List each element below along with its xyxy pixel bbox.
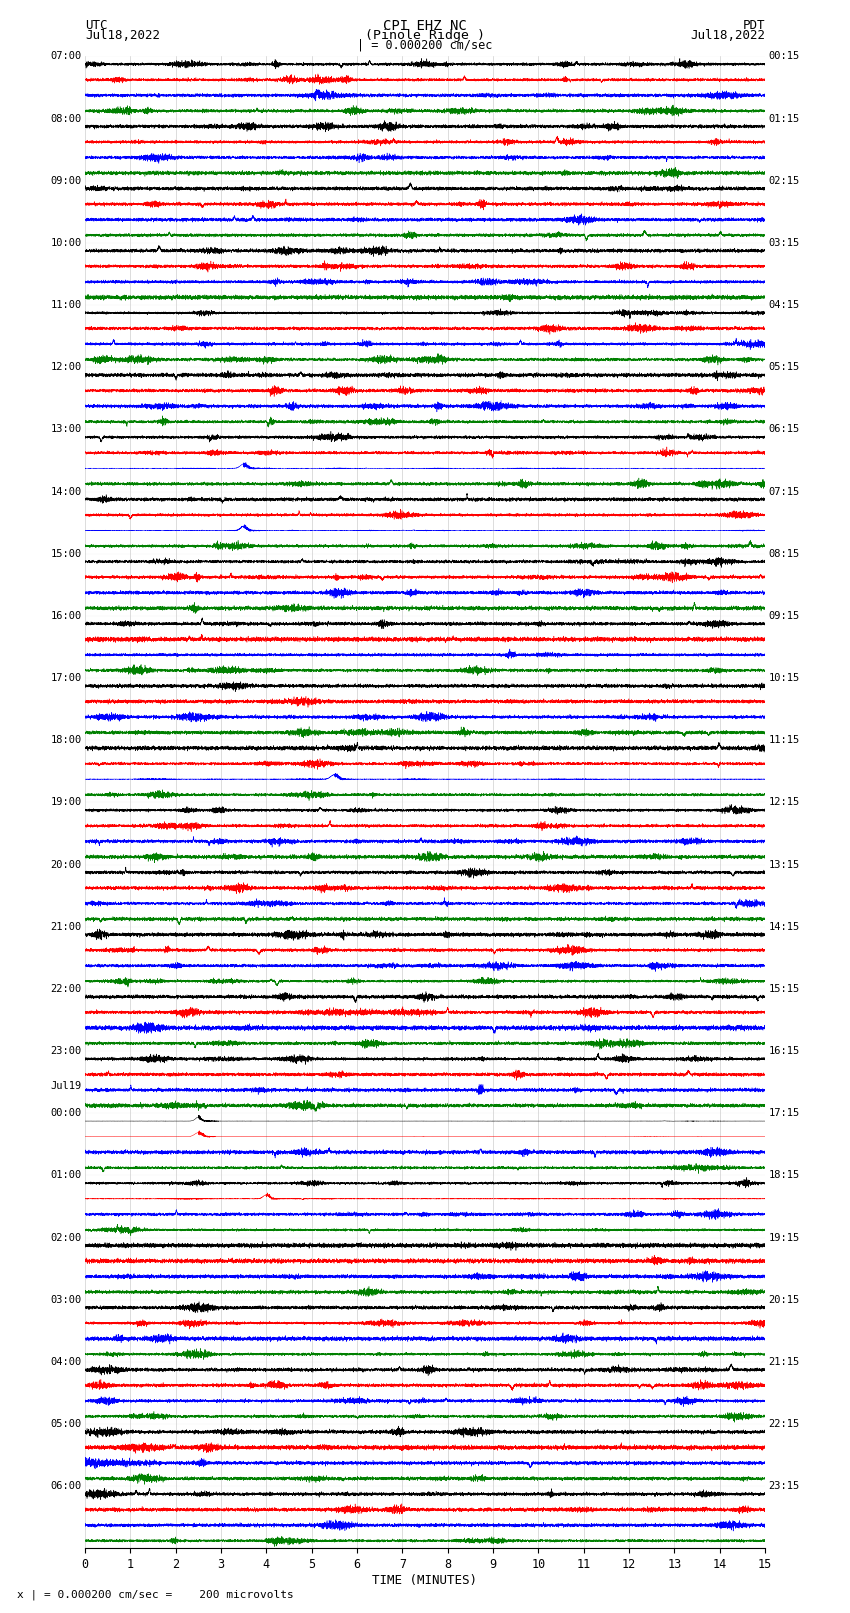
Text: x | = 0.000200 cm/sec =    200 microvolts: x | = 0.000200 cm/sec = 200 microvolts [17,1589,294,1600]
Text: 06:00: 06:00 [50,1481,82,1492]
Text: 19:00: 19:00 [50,797,82,808]
Text: PDT: PDT [743,19,765,32]
Text: 00:15: 00:15 [768,52,800,61]
Text: 08:00: 08:00 [50,113,82,124]
Text: 11:00: 11:00 [50,300,82,310]
Text: 03:15: 03:15 [768,239,800,248]
Text: 23:00: 23:00 [50,1047,82,1057]
Text: 17:15: 17:15 [768,1108,800,1118]
Text: 20:15: 20:15 [768,1295,800,1305]
Text: CPI EHZ NC: CPI EHZ NC [383,19,467,34]
Text: 12:15: 12:15 [768,797,800,808]
Text: 18:00: 18:00 [50,736,82,745]
Text: | = 0.000200 cm/sec: | = 0.000200 cm/sec [357,39,493,52]
Text: 16:00: 16:00 [50,611,82,621]
Text: 21:15: 21:15 [768,1357,800,1366]
Text: 05:00: 05:00 [50,1419,82,1429]
Text: 19:15: 19:15 [768,1232,800,1242]
Text: 14:00: 14:00 [50,487,82,497]
Text: 18:15: 18:15 [768,1171,800,1181]
Text: 09:00: 09:00 [50,176,82,185]
Text: 22:00: 22:00 [50,984,82,994]
Text: 09:15: 09:15 [768,611,800,621]
Text: 16:15: 16:15 [768,1047,800,1057]
Text: 06:15: 06:15 [768,424,800,434]
Text: 10:00: 10:00 [50,239,82,248]
Text: 22:15: 22:15 [768,1419,800,1429]
Text: UTC: UTC [85,19,107,32]
X-axis label: TIME (MINUTES): TIME (MINUTES) [372,1574,478,1587]
Text: 01:15: 01:15 [768,113,800,124]
Text: Jul18,2022: Jul18,2022 [690,29,765,42]
Text: 00:00: 00:00 [50,1108,82,1118]
Text: 03:00: 03:00 [50,1295,82,1305]
Text: Jul19: Jul19 [50,1081,82,1090]
Text: 17:00: 17:00 [50,673,82,684]
Text: 15:00: 15:00 [50,548,82,558]
Text: 10:15: 10:15 [768,673,800,684]
Text: 13:00: 13:00 [50,424,82,434]
Text: 15:15: 15:15 [768,984,800,994]
Text: 13:15: 13:15 [768,860,800,869]
Text: 02:15: 02:15 [768,176,800,185]
Text: 05:15: 05:15 [768,363,800,373]
Text: 11:15: 11:15 [768,736,800,745]
Text: 12:00: 12:00 [50,363,82,373]
Text: 04:15: 04:15 [768,300,800,310]
Text: 20:00: 20:00 [50,860,82,869]
Text: Jul18,2022: Jul18,2022 [85,29,160,42]
Text: (Pinole Ridge ): (Pinole Ridge ) [365,29,485,42]
Text: 04:00: 04:00 [50,1357,82,1366]
Text: 21:00: 21:00 [50,921,82,932]
Text: 08:15: 08:15 [768,548,800,558]
Text: 14:15: 14:15 [768,921,800,932]
Text: 07:00: 07:00 [50,52,82,61]
Text: 07:15: 07:15 [768,487,800,497]
Text: 01:00: 01:00 [50,1171,82,1181]
Text: 23:15: 23:15 [768,1481,800,1492]
Text: 02:00: 02:00 [50,1232,82,1242]
